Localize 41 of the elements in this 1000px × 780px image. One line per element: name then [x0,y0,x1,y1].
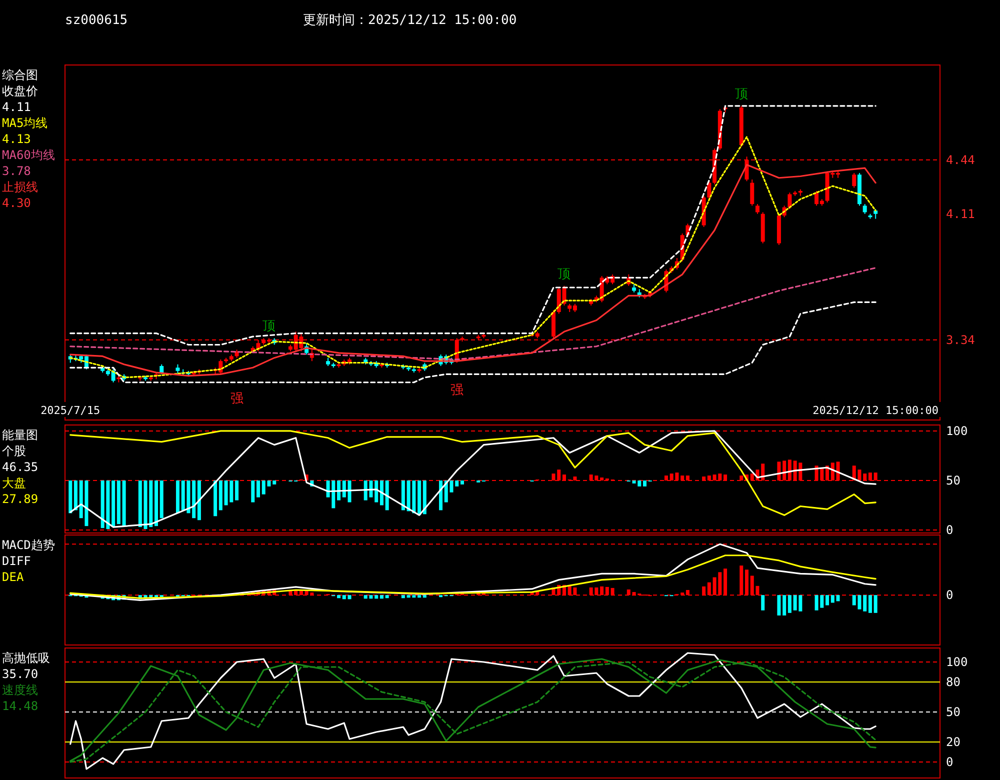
y-tick-label: 100 [946,424,968,438]
text: 收盘价 [2,84,38,98]
text: 大盘 [2,476,26,490]
y-tick-label: 50 [946,705,960,719]
text: 止损线 [2,180,38,194]
y-tick-label: 0 [946,755,954,769]
y-tick-label: 80 [946,675,960,689]
text: 4.13 [2,132,31,146]
annotation: 顶 [558,266,571,282]
text: DIFF [2,554,31,568]
text: 4.11 [2,100,31,114]
text: 速度线 [2,683,38,697]
text: sz000615 [65,13,128,28]
y-tick-label: 3.34 [946,332,975,347]
x-tick-label: 2025/12/12 15:00:00 [812,404,939,417]
y-tick-label: 20 [946,735,960,749]
text: 个股 [2,444,26,458]
text: 35.70 [2,667,38,681]
text: 更新时间：2025/12/12 15:00:00 [303,13,517,28]
chart-title: MACD趋势 [2,538,55,552]
chart-title: 综合图 [2,68,38,82]
y-tick-label: 100 [946,655,968,669]
x-tick-label: 2025/7/15 [40,404,100,417]
text: MA5均线 [2,116,48,130]
y-tick-label: 50 [946,473,960,488]
annotation: 强 [450,383,464,398]
text: MA60均线 [2,148,55,162]
y-tick-label: 0 [946,523,954,538]
text: 高抛低吸 [2,651,50,665]
y-tick-label: 4.44 [946,152,975,167]
annotation: 顶 [734,86,748,102]
chart-title: 能量图 [2,428,38,442]
text: 4.30 [2,196,31,210]
text: 27.89 [2,492,38,506]
annotation: 顶 [262,319,276,334]
text: 14.48 [2,699,38,713]
text: 46.35 [2,460,38,474]
text: DEA [2,570,24,584]
annotation: 强 [230,391,244,406]
y-tick-label: 4.11 [946,206,975,221]
text: 3.78 [2,164,31,178]
